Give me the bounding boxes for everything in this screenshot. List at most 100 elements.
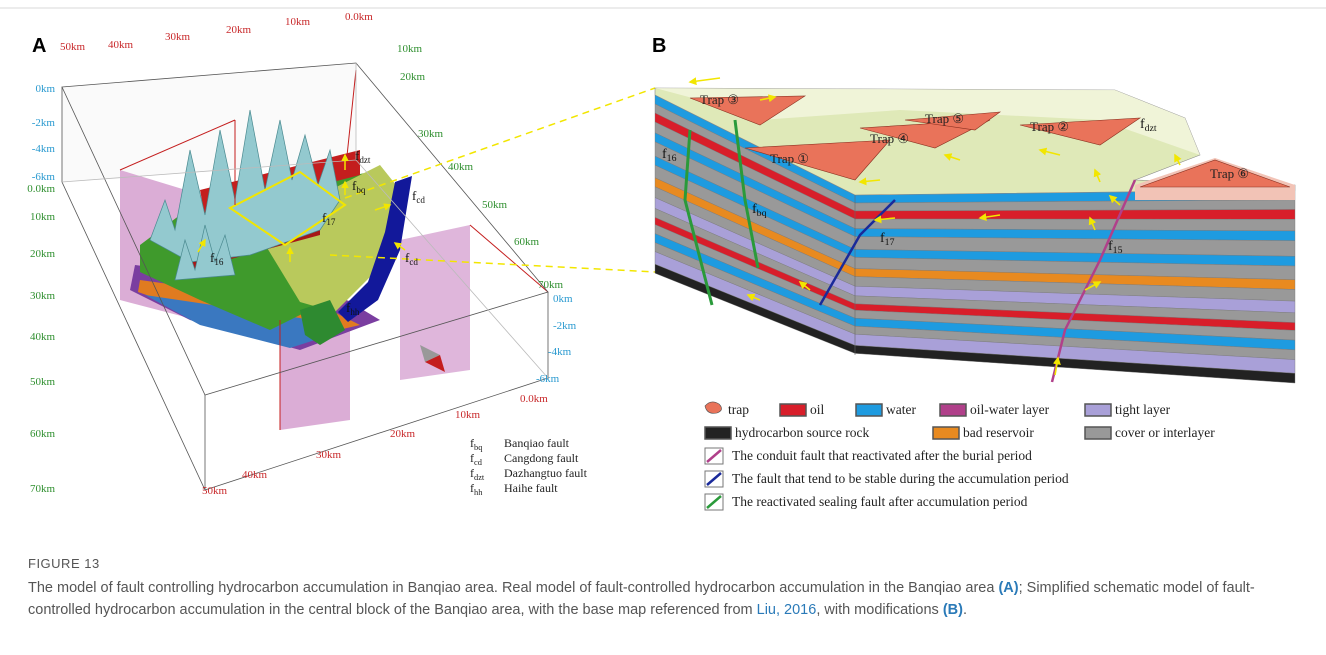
fault-subscript: hh	[474, 488, 483, 497]
legend-symbol: fdzt	[470, 466, 485, 482]
axis-label: 0.0km	[520, 393, 548, 405]
axis-label: 40km	[30, 331, 56, 343]
axis-label: 30km	[316, 449, 342, 461]
axis-label: 0km	[35, 83, 55, 95]
figure: A B 50km 40km 30km 20km 10km 0.0km 10km 20km 30km 4…	[0, 0, 1326, 550]
legend-text: hydrocarbon source rock	[735, 425, 869, 440]
axis-label: 50km	[60, 41, 86, 53]
axis-label: 30km	[30, 290, 56, 302]
legend-text: water	[886, 402, 916, 417]
legend-text: The reactivated sealing fault after accu…	[732, 494, 1028, 509]
zoom-line	[345, 88, 655, 198]
axis-label: 40km	[108, 39, 134, 51]
axis-label: -4km	[548, 346, 572, 358]
caption-text: The model of fault controlling hydrocarb…	[28, 577, 1298, 621]
legend-swatch	[705, 402, 722, 413]
axis-label: 50km	[30, 376, 56, 388]
legend-swatch	[705, 427, 731, 439]
axis-label: 60km	[30, 428, 56, 440]
axis-label: 0.0km	[27, 183, 55, 195]
trap-label: Trap ③	[700, 92, 739, 107]
fault-subscript: 16	[667, 153, 677, 164]
trap-label: Trap ②	[1030, 119, 1069, 134]
legend-swatch	[856, 404, 882, 416]
axis-label: 0.0km	[345, 11, 373, 23]
fault-subscript: dzt	[1145, 123, 1157, 134]
axis-label: -2km	[32, 117, 56, 129]
axis-label: 10km	[285, 16, 311, 28]
axis-label: 10km	[30, 211, 56, 223]
axis-label: -6km	[32, 171, 56, 183]
legend-text: oil-water layer	[970, 402, 1050, 417]
legend-symbol: fcd	[470, 451, 483, 467]
page: A B 50km 40km 30km 20km 10km 0.0km 10km 20km 30km 4…	[0, 0, 1326, 655]
legend-text: trap	[728, 402, 749, 417]
legend-text: oil	[810, 402, 825, 417]
citation-link[interactable]: Liu, 2016	[757, 602, 817, 618]
trap-label: Trap ④	[870, 131, 909, 146]
panel-ref[interactable]: (B)	[943, 602, 963, 618]
fault-subscript: 17	[326, 217, 336, 227]
fault-subscript: bq	[356, 185, 366, 195]
axis-label: -2km	[553, 320, 577, 332]
legend-text: Haihe fault	[504, 481, 558, 495]
fault-subscript: hh	[350, 307, 360, 317]
axis-label: 60km	[514, 236, 540, 248]
caption-part: .	[963, 602, 967, 618]
axis-label: 30km	[165, 31, 191, 43]
caption-part: The model of fault controlling hydrocarb…	[28, 580, 998, 596]
legend-text: The fault that tend to be stable during …	[732, 471, 1069, 486]
panel-b-model	[655, 78, 1295, 383]
panel-a-model	[62, 63, 548, 430]
trap-label: Trap ⑤	[925, 111, 964, 126]
figure-number: FIGURE 13	[28, 556, 1298, 571]
axis-label: 30km	[418, 128, 444, 140]
axis-label: 20km	[400, 71, 426, 83]
fault-label: fcd	[412, 188, 425, 205]
legend-swatch	[940, 404, 966, 416]
fault-subscript: cd	[416, 195, 425, 205]
fault-subscript: 15	[1113, 245, 1123, 256]
fault-subscript: bq	[474, 443, 483, 452]
panel-label: B	[652, 35, 666, 57]
fault-subscript: dzt	[474, 473, 485, 482]
migration-arrow	[690, 78, 720, 82]
legend-swatch	[780, 404, 806, 416]
legend-text: Dazhangtuo fault	[504, 466, 588, 480]
legend-swatch	[1085, 427, 1111, 439]
caption-part: , with modifications	[816, 602, 943, 618]
legend-swatch	[1085, 404, 1111, 416]
axis-label: 10km	[455, 409, 481, 421]
axis-label: 10km	[397, 43, 423, 55]
fault-subscript: bq	[757, 208, 767, 219]
fault-subscript: dzt	[359, 155, 371, 165]
fault-subscript: cd	[409, 257, 418, 267]
legend-text: bad reservoir	[963, 425, 1034, 440]
panel-ref[interactable]: (A)	[998, 580, 1018, 596]
axis-label: -6km	[536, 373, 560, 385]
legend-text: cover or interlayer	[1115, 425, 1215, 440]
trap-label: Trap ⑥	[1210, 166, 1249, 181]
fault-subscript: cd	[474, 458, 483, 467]
legend-swatch	[933, 427, 959, 439]
axis-label: 50km	[202, 485, 228, 497]
axis-label: 70km	[30, 483, 56, 495]
legend-symbol: fhh	[470, 481, 483, 497]
legend-text: The conduit fault that reactivated after…	[732, 448, 1032, 463]
axis-label: -4km	[32, 143, 56, 155]
axis-label: 20km	[30, 248, 56, 260]
axis-label: 70km	[538, 279, 564, 291]
fault-subscript: 17	[885, 237, 895, 248]
legend-symbol: fbq	[470, 436, 483, 452]
panel-label: A	[32, 35, 46, 57]
axis-label: 40km	[448, 161, 474, 173]
fault-subscript: 16	[214, 257, 224, 267]
axis-label: 40km	[242, 469, 268, 481]
axis-label: 20km	[390, 428, 416, 440]
caption: FIGURE 13 The model of fault controlling…	[28, 556, 1298, 621]
trap-label: Trap ①	[770, 151, 809, 166]
axis-label: 0km	[553, 293, 573, 305]
legend-text: Banqiao fault	[504, 436, 570, 450]
axis-label: 50km	[482, 199, 508, 211]
fault-label: fdzt	[355, 148, 371, 165]
